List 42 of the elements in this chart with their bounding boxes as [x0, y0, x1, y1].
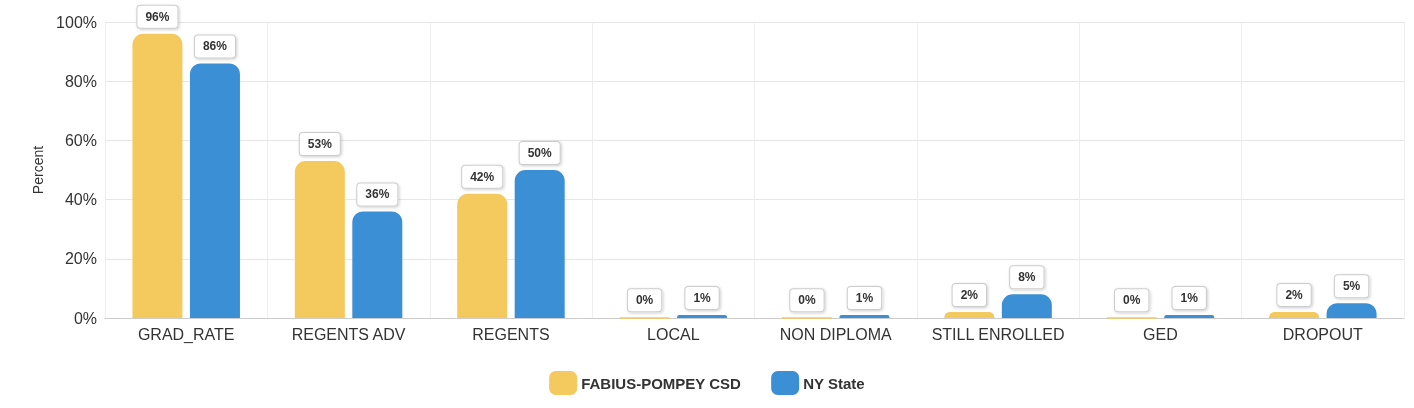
- legend-label: FABIUS-POMPEY CSD: [581, 374, 742, 392]
- data-label: 50%: [527, 146, 553, 160]
- x-tick-label: REGENTS: [472, 325, 550, 343]
- data-label: 1%: [693, 291, 712, 306]
- bar: [132, 33, 183, 318]
- x-tick-label: GED: [1143, 325, 1178, 343]
- x-tick-label: DROPOUT: [1282, 325, 1364, 343]
- y-tick-label: 20%: [64, 250, 97, 268]
- bar: [189, 63, 240, 318]
- data-label: 53%: [307, 137, 333, 152]
- bar: [514, 170, 565, 318]
- x-tick-label: STILL ENROLLED: [931, 325, 1065, 343]
- data-label: 1%: [1180, 291, 1199, 306]
- y-tick-label: 0%: [73, 309, 97, 327]
- bar: [352, 211, 403, 318]
- x-tick-label: GRAD_RATE: [137, 325, 235, 344]
- legend-label: NY State: [803, 374, 865, 392]
- data-label: 2%: [1285, 288, 1304, 303]
- data-label: 0%: [635, 293, 654, 308]
- bar: [294, 161, 345, 318]
- x-tick-label: NON DIPLOMA: [779, 325, 893, 343]
- data-label: 42%: [470, 169, 495, 184]
- x-tick-label: REGENTS ADV: [291, 325, 406, 343]
- y-tick-label: 100%: [56, 13, 97, 31]
- y-tick-label: 60%: [64, 131, 97, 149]
- data-label: 5%: [1342, 279, 1361, 294]
- data-label: 0%: [1123, 293, 1141, 308]
- data-label: 2%: [960, 288, 979, 303]
- bar: [1269, 312, 1320, 318]
- y-axis-title: Percent: [30, 145, 47, 195]
- data-label: 96%: [145, 9, 170, 24]
- data-label: 36%: [365, 187, 390, 202]
- bar: [457, 193, 508, 318]
- data-label: 86%: [202, 39, 228, 54]
- data-label: 1%: [855, 291, 874, 306]
- bar: [944, 312, 995, 318]
- y-tick-label: 40%: [64, 191, 97, 209]
- data-label: 0%: [798, 293, 816, 308]
- bar: [1001, 294, 1052, 318]
- y-tick-label: 80%: [64, 72, 97, 90]
- x-tick-label: LOCAL: [647, 325, 700, 343]
- data-label: 8%: [1018, 270, 1036, 285]
